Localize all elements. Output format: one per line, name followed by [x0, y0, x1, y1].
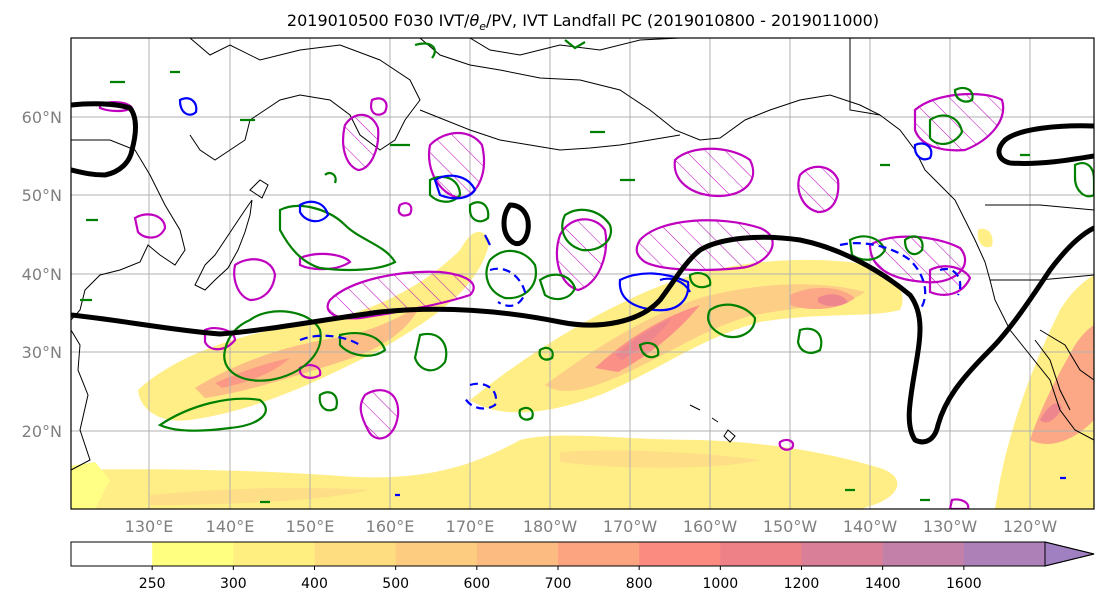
colorbar-segment [882, 542, 965, 566]
lat-label: 40°N [22, 265, 62, 284]
coastline-japan [194, 199, 253, 291]
lon-label: 150°W [763, 517, 818, 536]
colorbar-tick-label: 1200 [784, 576, 820, 592]
colorbar-tick-label: 250 [139, 576, 166, 592]
lon-label: 170°E [446, 517, 495, 536]
lon-label: 150°E [286, 517, 335, 536]
colorbar-extend-arrow [1044, 541, 1095, 567]
lat-label: 30°N [22, 343, 62, 362]
colorbar-segment [476, 542, 559, 566]
colorbar-tick-label: 1000 [703, 576, 739, 592]
colorbar-segment [801, 542, 884, 566]
pv-contour-asia [71, 101, 138, 178]
colorbar-ticks: 250 300 400 500 600 700 800 1000 1200 1400 1600 [139, 566, 982, 592]
ivt-band-east [995, 275, 1094, 509]
colorbar-segment [558, 542, 640, 566]
colorbar-segment [963, 542, 1046, 566]
lat-label: 60°N [22, 108, 62, 127]
colorbar-segment [395, 542, 478, 566]
lon-label: 140°W [843, 517, 898, 536]
lon-label: 180°W [523, 517, 578, 536]
lon-label: 130°E [125, 517, 174, 536]
lon-label: 160°E [366, 517, 415, 536]
colorbar-segment [314, 542, 397, 566]
lon-label: 120°W [1003, 517, 1058, 536]
colorbar: 250 300 400 500 600 700 800 1000 1200 1400 1600 [70, 541, 1095, 592]
colorbar-segment [639, 542, 721, 566]
lat-label: 20°N [22, 422, 62, 441]
colorbar-segment [233, 542, 315, 566]
theta-e-positive-contours [80, 39, 1094, 504]
colorbar-segment [152, 542, 234, 566]
ivt-shading [71, 228, 1094, 509]
coastline-asia [71, 139, 186, 321]
longitude-labels: 130°E 140°E 150°E 160°E 170°E 180°W 170°… [125, 517, 1058, 536]
latitude-labels: 60°N 50°N 40°N 30°N 20°N [22, 108, 62, 441]
theta-e-negative-contours [178, 97, 1066, 497]
lon-label: 160°W [683, 517, 738, 536]
colorbar-tick-label: 1600 [946, 576, 982, 592]
map-frame [70, 37, 1095, 510]
pv-contour-loop [501, 202, 531, 247]
map-panel: 60°N 50°N 40°N 30°N 20°N 130°E 140°E 150… [22, 37, 1095, 536]
lon-label: 140°E [206, 517, 255, 536]
pv-contour-ne [996, 123, 1094, 166]
coastline-aleutians [419, 109, 681, 151]
pv-contour-main [71, 225, 1094, 445]
colorbar-segment [720, 542, 802, 566]
pc-region-central [555, 218, 608, 292]
colorbar-tick-label: 500 [382, 576, 409, 592]
colorbar-tick-label: 600 [463, 576, 490, 592]
lat-label: 50°N [22, 186, 62, 205]
colorbar-segments [71, 542, 1046, 566]
colorbar-outline [70, 541, 1095, 567]
coastlines [71, 38, 1094, 471]
colorbar-tick-label: 300 [220, 576, 247, 592]
colorbar-tick-label: 800 [626, 576, 653, 592]
lon-label: 170°W [603, 517, 658, 536]
colorbar-segment [71, 542, 153, 566]
pv-contours [71, 101, 1094, 445]
lon-label: 130°W [923, 517, 978, 536]
coastline-hawaii [689, 404, 736, 443]
figure-title: 2019010500 F030 IVT/θe/PV, IVT Landfall … [287, 11, 879, 33]
colorbar-tick-label: 400 [301, 576, 328, 592]
colorbar-tick-label: 700 [545, 576, 572, 592]
colorbar-tick-label: 1400 [865, 576, 901, 592]
